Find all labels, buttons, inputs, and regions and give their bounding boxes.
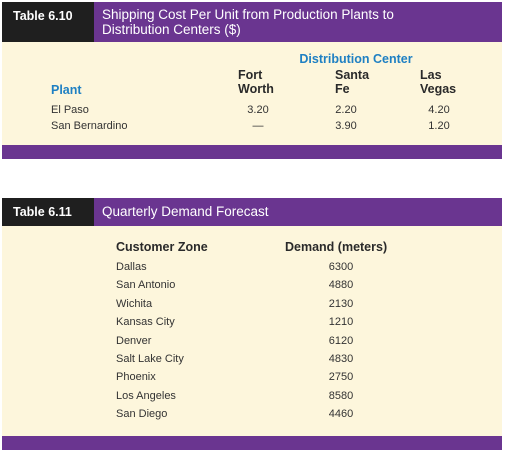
table-cell: 6120 [328, 335, 354, 347]
table-row-label: Wichita [116, 298, 153, 310]
table-row-label: San Diego [116, 408, 168, 420]
table-row-label: El Paso [51, 104, 89, 116]
table-demand-forecast: Table 6.11 Quarterly Demand Forecast Cus… [2, 198, 502, 450]
column-header-fort-worth: Fort Worth [238, 68, 274, 96]
table-row-label: Dallas [116, 261, 147, 273]
table-cell: 3.90 [335, 120, 357, 132]
table-row-label: Denver [116, 335, 152, 347]
table-cell: 1.20 [428, 120, 450, 132]
group-header: Distribution Center [299, 52, 413, 66]
table-cell: 3.20 [247, 104, 269, 116]
table-cell: 6300 [328, 261, 354, 273]
table-cell: 4880 [328, 279, 354, 291]
table-cell: 4460 [328, 408, 354, 420]
table-row-label: Phoenix [116, 371, 156, 383]
table-row-label: Salt Lake City [116, 353, 184, 365]
table-cell: 8580 [328, 390, 354, 402]
table-number: Table 6.11 [2, 198, 94, 226]
table-row-label: San Antonio [116, 279, 176, 291]
table-title: Shipping Cost Per Unit from Production P… [102, 7, 494, 37]
table-title-line: Distribution Centers ($) [102, 22, 241, 37]
table-row-label: Los Angeles [116, 390, 176, 402]
table-header-bar: Table 6.10 Shipping Cost Per Unit from P… [2, 2, 502, 42]
table-number: Table 6.10 [2, 2, 94, 42]
table-cell: 2130 [328, 298, 354, 310]
column-header-santa-fe: Santa Fe [335, 68, 370, 96]
table-cell: 2750 [328, 371, 354, 383]
table-shipping-cost: Table 6.10 Shipping Cost Per Unit from P… [2, 2, 502, 159]
column-header-demand: Demand (meters) [285, 240, 388, 254]
column-header-customer-zone: Customer Zone [116, 240, 208, 254]
table-cell: 4.20 [428, 104, 450, 116]
table-footer-bar [2, 145, 502, 159]
row-header-plant: Plant [51, 83, 82, 97]
table-row-label: San Bernardino [51, 120, 128, 132]
table-cell: 2.20 [335, 104, 357, 116]
table-title-line: Shipping Cost Per Unit from Production P… [102, 7, 394, 22]
table-cell: 1210 [328, 316, 354, 328]
table-cell: — [252, 120, 264, 132]
table-header-bar: Table 6.11 Quarterly Demand Forecast [2, 198, 502, 226]
table-footer-bar [2, 436, 502, 450]
table-title: Quarterly Demand Forecast [102, 204, 269, 219]
table-cell: 4830 [328, 353, 354, 365]
table-row-label: Kansas City [116, 316, 175, 328]
column-header-las-vegas: Las Vegas [420, 68, 457, 96]
